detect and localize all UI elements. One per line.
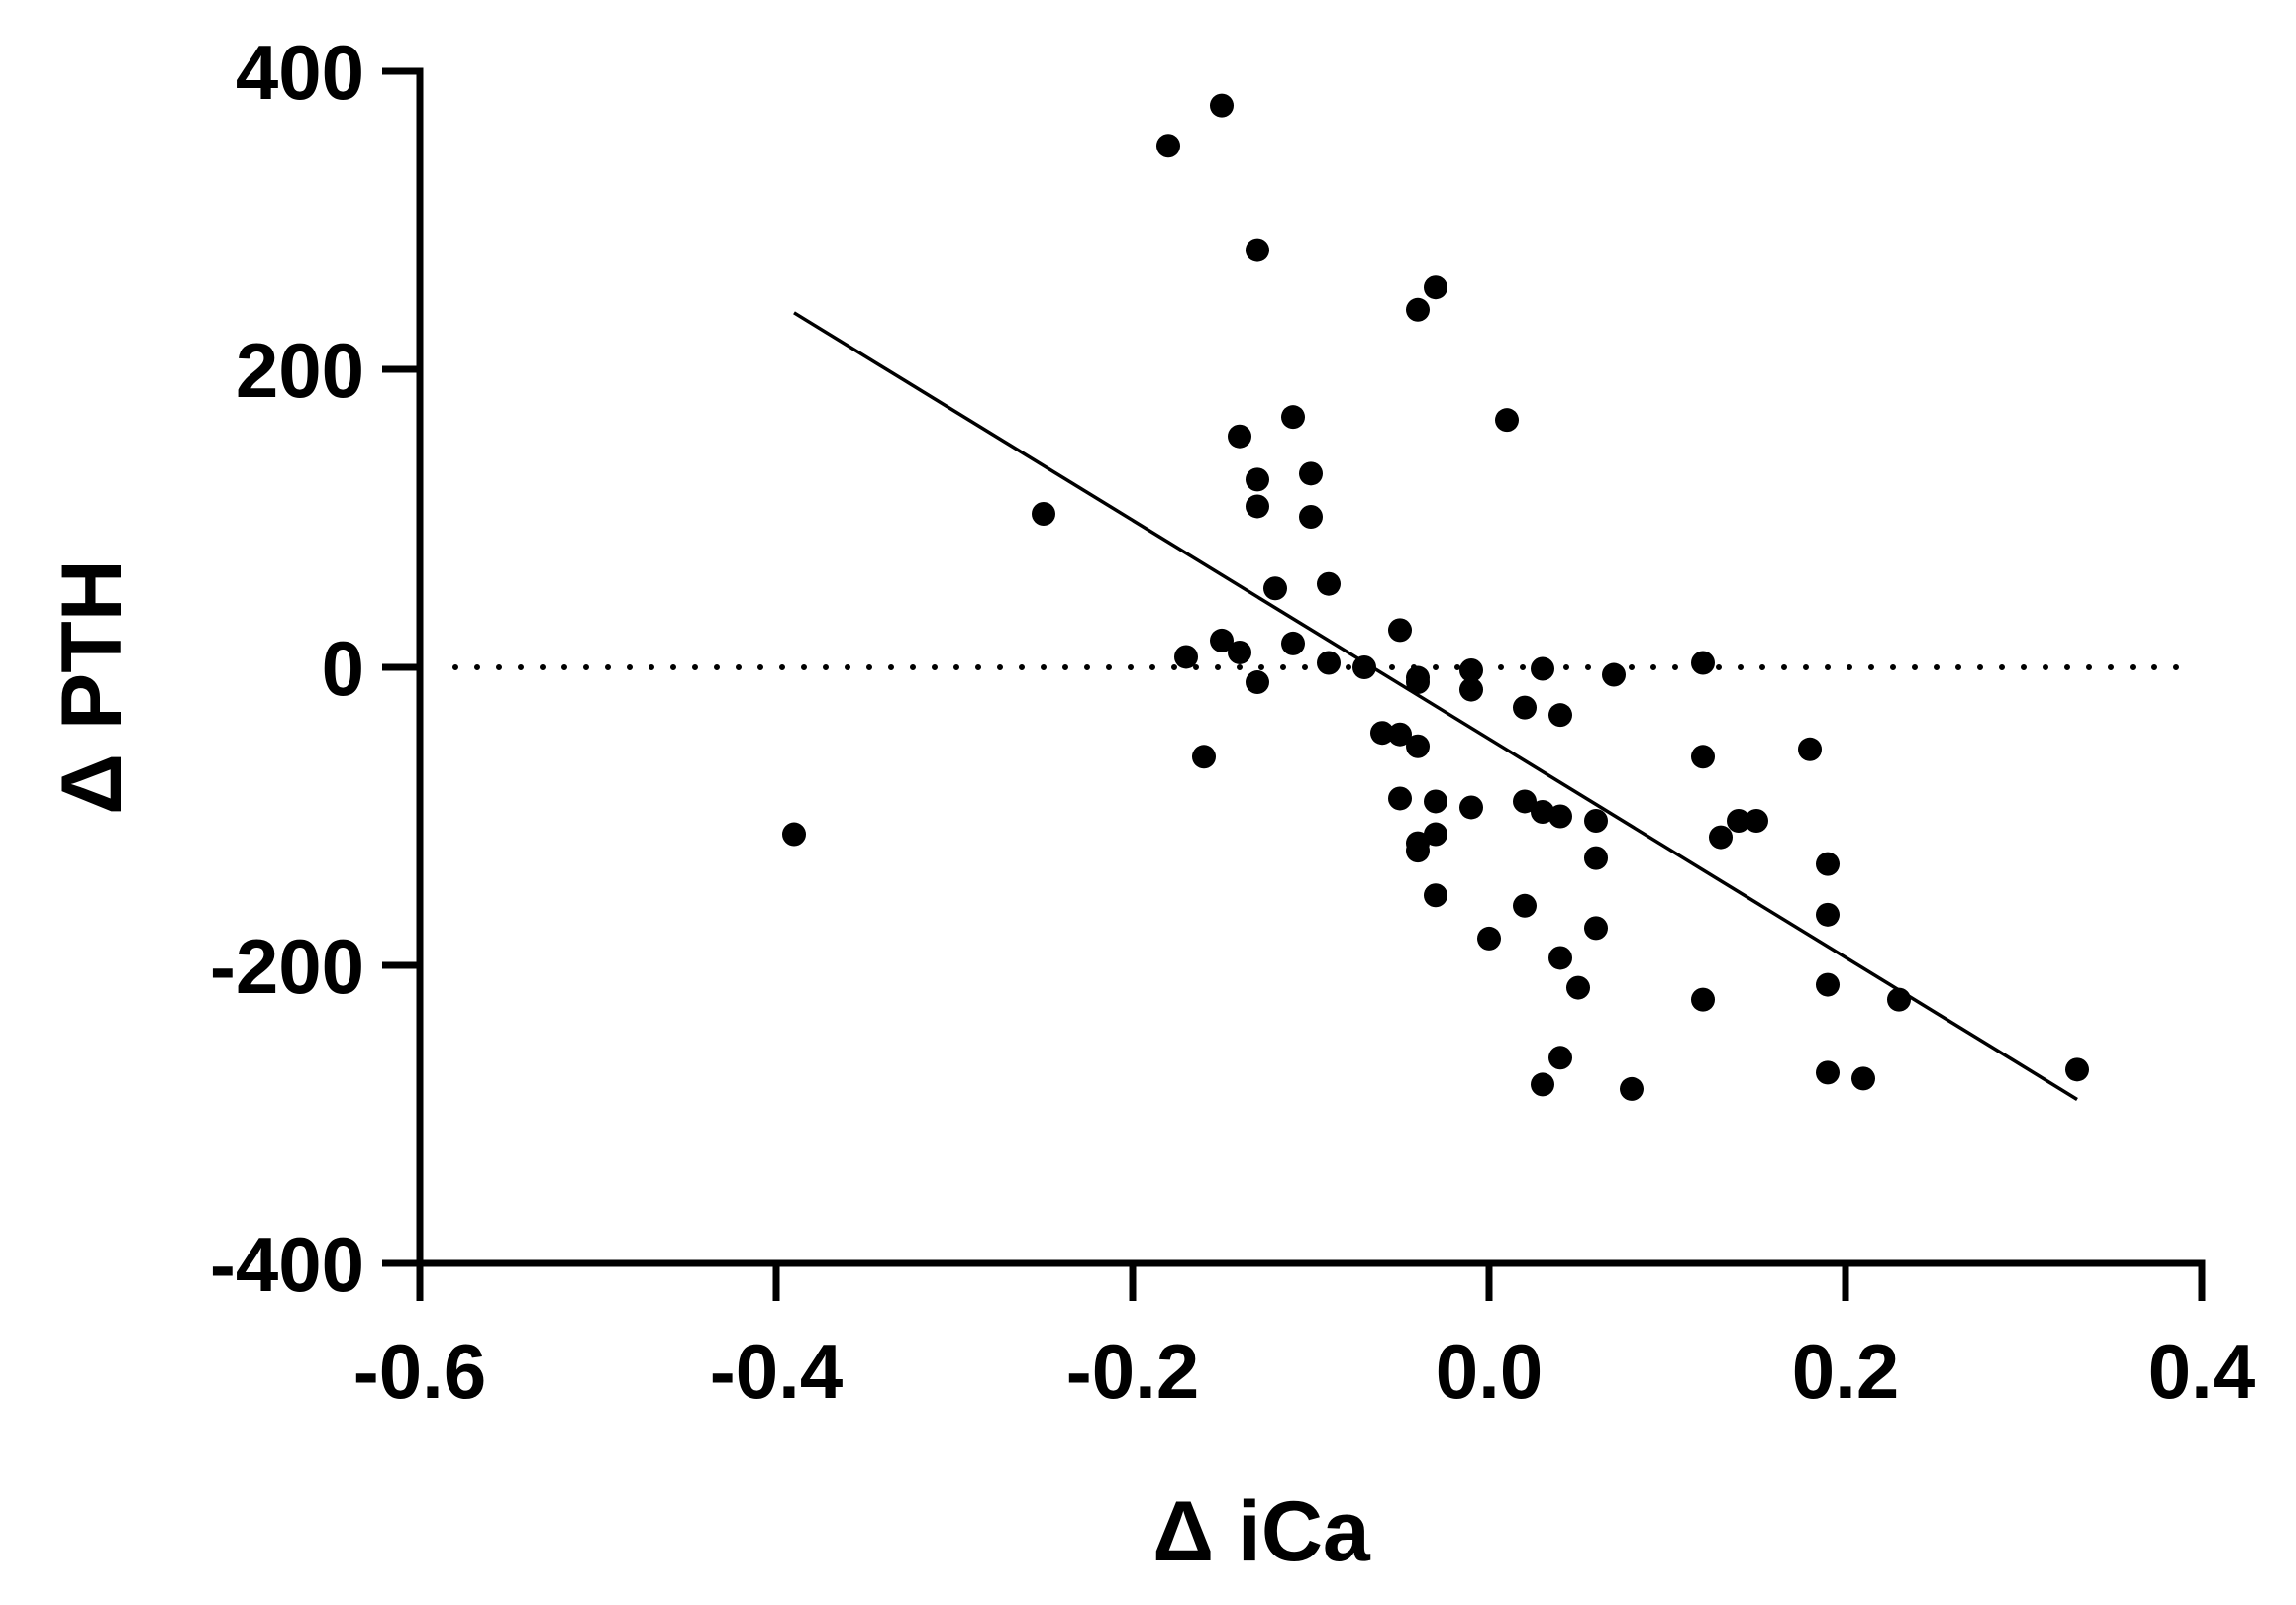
data-point xyxy=(1798,737,1822,761)
data-point xyxy=(1228,640,1251,664)
data-point xyxy=(1424,275,1447,300)
data-point xyxy=(1548,804,1572,829)
data-point xyxy=(1602,662,1626,687)
data-point xyxy=(1745,809,1768,834)
x-axis-title: Δ iCa xyxy=(1152,1484,1371,1579)
data-point xyxy=(1584,916,1608,941)
y-tick-label: 200 xyxy=(236,327,364,414)
data-point xyxy=(1816,902,1840,927)
data-point xyxy=(1548,946,1572,970)
data-point xyxy=(1192,745,1216,769)
data-point xyxy=(1299,504,1323,529)
data-point xyxy=(1513,789,1537,814)
data-point xyxy=(1263,576,1287,601)
y-tick-label: -400 xyxy=(210,1221,364,1308)
data-point xyxy=(1566,975,1590,1000)
x-tick-label: 0.2 xyxy=(1792,1328,1899,1415)
data-point xyxy=(1388,722,1412,747)
data-point xyxy=(1352,655,1376,679)
data-point xyxy=(1424,822,1447,847)
data-point xyxy=(1851,1066,1875,1091)
data-point xyxy=(1174,645,1198,669)
data-point xyxy=(1548,703,1572,728)
data-point xyxy=(1317,571,1341,596)
y-tick-label: 400 xyxy=(236,29,364,116)
data-point xyxy=(1424,883,1447,908)
data-point xyxy=(1459,658,1483,683)
data-point xyxy=(1406,734,1430,758)
data-point xyxy=(1281,405,1305,430)
data-point xyxy=(1388,618,1412,643)
data-point xyxy=(1406,670,1430,695)
data-point xyxy=(1548,1046,1572,1070)
data-point xyxy=(1584,846,1608,870)
data-point xyxy=(1299,461,1323,486)
data-point xyxy=(1584,809,1608,834)
y-tick-label: -200 xyxy=(210,923,364,1010)
data-point xyxy=(1210,93,1234,118)
x-tick-label: -0.2 xyxy=(1066,1328,1199,1415)
y-axis-title: Δ PTH xyxy=(45,559,140,815)
regression-line xyxy=(793,311,2078,1101)
data-point xyxy=(1406,839,1430,863)
data-point xyxy=(1477,926,1501,951)
data-point xyxy=(1513,695,1537,720)
data-point xyxy=(1531,656,1554,681)
data-point xyxy=(1691,987,1715,1012)
data-point xyxy=(1370,721,1394,746)
data-point xyxy=(1406,297,1430,322)
data-point xyxy=(1246,467,1269,492)
data-point xyxy=(1156,134,1180,158)
data-point xyxy=(1816,852,1840,876)
x-tick-label: -0.4 xyxy=(710,1328,843,1415)
data-point xyxy=(1459,795,1483,820)
data-point xyxy=(1727,809,1750,834)
data-point xyxy=(1388,786,1412,811)
data-point xyxy=(1495,408,1519,433)
data-point xyxy=(1246,670,1269,695)
x-tick-label: -0.6 xyxy=(353,1328,486,1415)
y-tick-label: 0 xyxy=(322,625,364,712)
data-point xyxy=(1246,494,1269,519)
data-point xyxy=(1459,677,1483,702)
data-point xyxy=(782,822,806,847)
data-point xyxy=(1887,987,1911,1012)
x-tick-label: 0.4 xyxy=(2148,1328,2255,1415)
data-point xyxy=(1816,972,1840,997)
data-point xyxy=(1620,1076,1644,1101)
data-point xyxy=(1691,651,1715,675)
data-point xyxy=(1424,789,1447,814)
data-point xyxy=(1317,651,1341,675)
data-point xyxy=(1709,825,1733,850)
data-point xyxy=(1228,424,1251,449)
x-tick-label: 0.0 xyxy=(1436,1328,1543,1415)
data-point xyxy=(1531,1072,1554,1097)
data-point xyxy=(1513,893,1537,918)
data-point xyxy=(1816,1060,1840,1085)
data-point xyxy=(1246,238,1269,262)
data-point xyxy=(1531,799,1554,824)
data-point xyxy=(1032,501,1055,526)
data-point xyxy=(1210,628,1234,652)
data-point xyxy=(2065,1057,2089,1082)
data-point xyxy=(1281,631,1305,655)
data-point xyxy=(1691,745,1715,769)
